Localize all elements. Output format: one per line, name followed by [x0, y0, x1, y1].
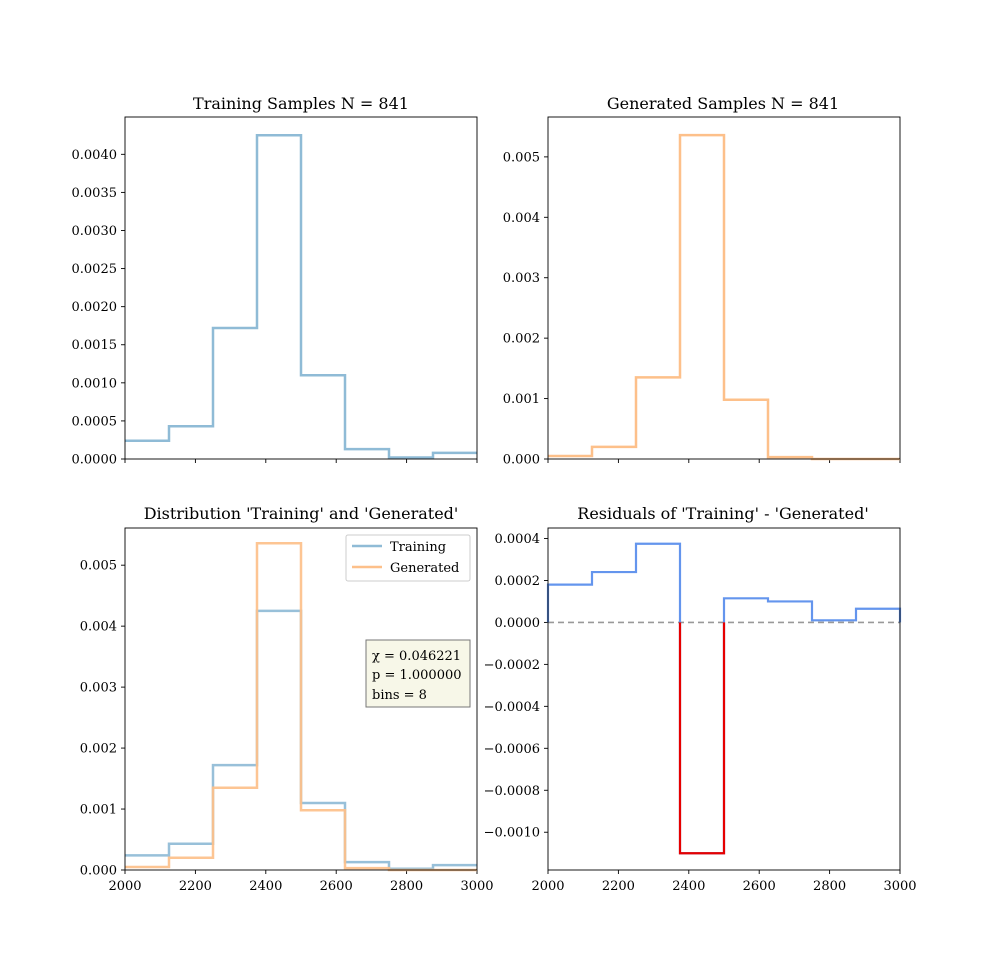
- distribution-xtick-label: 2400: [249, 879, 282, 894]
- residuals-xtick-label: 3000: [883, 879, 916, 894]
- training-ytick-label: 0.0040: [72, 148, 118, 163]
- training-panel: Training Samples N = 841 0.00000.00050.0…: [72, 94, 478, 468]
- residuals-negative-bin: [678, 622, 726, 855]
- training-ytick-label: 0.0015: [72, 338, 118, 353]
- residuals-axes-frame: [547, 527, 901, 871]
- generated-ytick-label: 0.001: [503, 392, 540, 407]
- residuals-axis-ticks: 0.0004 0.0002 0.0000 −0.0002 −0.0004 −0.0006 −…: [484, 532, 917, 894]
- residuals-ytick-label: −0.0006: [484, 742, 540, 757]
- residuals-ytick-label: −0.0002: [484, 658, 540, 673]
- distribution-title: Distribution 'Training' and 'Generated': [144, 504, 459, 523]
- generated-axis-ticks: 0.000 0.001 0.002 0.003 0.004 0.005: [503, 150, 901, 468]
- stats-bins-text: bins = 8: [372, 688, 427, 703]
- residuals-xtick-label: 2800: [813, 879, 846, 894]
- distribution-ytick-label: 0.000: [80, 864, 117, 879]
- legend: Training Generated: [345, 534, 471, 582]
- legend-label-generated: Generated: [390, 561, 459, 576]
- training-series-step-line: [125, 134, 477, 459]
- residuals-series: [546, 542, 902, 855]
- residuals-xtick-label: 2400: [672, 879, 705, 894]
- residuals-ytick-label: −0.0010: [484, 826, 540, 841]
- training-title: Training Samples N = 841: [193, 94, 409, 113]
- stats-box-frame: [365, 639, 471, 708]
- distribution-series: [125, 541, 477, 872]
- distribution-generated-step-line: [125, 541, 477, 872]
- training-axis-ticks: 0.0000 0.0005 0.0010 0.0015 0.0020 0.0025 0.00…: [72, 148, 478, 468]
- training-ytick-label: 0.0010: [72, 376, 118, 391]
- residuals-ytick-label: 0.0000: [495, 616, 541, 631]
- legend-label-training: Training: [390, 540, 446, 555]
- generated-ytick-label: 0.003: [503, 271, 540, 286]
- distribution-xtick-label: 2200: [179, 879, 212, 894]
- distribution-xtick-label: 2600: [320, 879, 353, 894]
- distribution-ytick-label: 0.005: [80, 559, 117, 574]
- distribution-xtick-label: 2000: [108, 879, 141, 894]
- generated-ytick-label: 0.004: [503, 211, 540, 226]
- training-ytick-label: 0.0025: [72, 262, 118, 277]
- residuals-panel: Residuals of 'Training' - 'Generated' 0.…: [484, 504, 917, 894]
- distribution-xtick-label: 3000: [460, 879, 493, 894]
- generated-ytick-label: 0.005: [503, 150, 540, 165]
- training-ytick-label: 0.0035: [72, 186, 118, 201]
- generated-title: Generated Samples N = 841: [607, 94, 839, 113]
- distribution-panel: Distribution 'Training' and 'Generated' …: [80, 504, 494, 894]
- distribution-ytick-label: 0.003: [80, 681, 117, 696]
- residuals-xtick-label: 2600: [743, 879, 776, 894]
- distribution-axis-ticks: 0.000 0.001 0.002 0.003 0.004 0.005 2000 2200 24…: [80, 559, 494, 894]
- residuals-ytick-label: −0.0004: [484, 700, 540, 715]
- residuals-ytick-label: −0.0008: [484, 784, 540, 799]
- distribution-xtick-label: 2800: [390, 879, 423, 894]
- residuals-xtick-label: 2200: [602, 879, 635, 894]
- training-axes-frame: [124, 116, 478, 460]
- stats-p-text: p = 1.000000: [372, 668, 462, 683]
- distribution-axes-frame: [124, 527, 478, 871]
- residuals-xtick-label: 2000: [531, 879, 564, 894]
- stats-chi-text: χ = 0.046221: [372, 649, 461, 664]
- distribution-ytick-label: 0.002: [80, 742, 117, 757]
- distribution-ytick-label: 0.004: [80, 620, 117, 635]
- training-series: [125, 134, 477, 459]
- residuals-ytick-label: 0.0002: [495, 574, 541, 589]
- stats-box: χ = 0.046221 p = 1.000000 bins = 8: [365, 639, 471, 708]
- training-ytick-label: 0.0020: [72, 300, 118, 315]
- training-ytick-label: 0.0030: [72, 224, 118, 239]
- generated-ytick-label: 0.000: [503, 453, 540, 468]
- residuals-title: Residuals of 'Training' - 'Generated': [577, 504, 868, 523]
- generated-panel: Generated Samples N = 841 0.0000.0010.00…: [503, 94, 901, 468]
- generated-ytick-label: 0.002: [503, 332, 540, 347]
- training-ytick-label: 0.0005: [72, 414, 118, 429]
- generated-series-step-line: [548, 133, 900, 461]
- training-ytick-label: 0.0000: [72, 453, 118, 468]
- residuals-ytick-label: 0.0004: [495, 532, 541, 547]
- generated-axes-frame: [547, 116, 901, 460]
- generated-series: [548, 133, 900, 461]
- distribution-ytick-label: 0.001: [80, 803, 117, 818]
